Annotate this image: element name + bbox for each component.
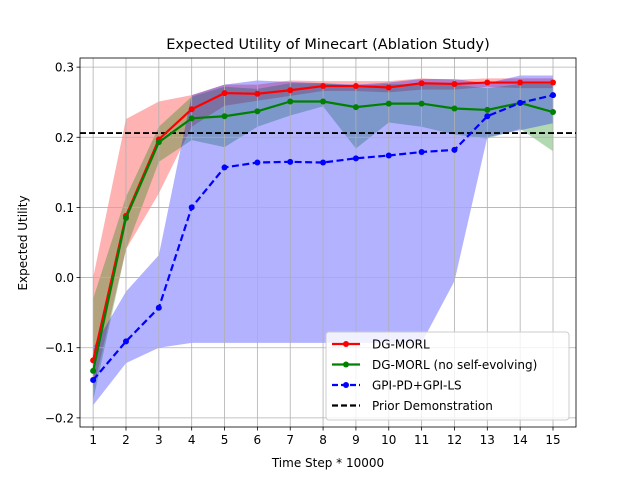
legend: DG-MORL DG-MORL (no self-evolving) GPI-PD+… bbox=[325, 331, 570, 421]
data-point bbox=[352, 104, 359, 111]
data-point bbox=[90, 376, 97, 383]
data-point bbox=[254, 90, 261, 97]
y-axis-label: Expected Utility bbox=[16, 195, 30, 290]
x-tick-label: 2 bbox=[122, 433, 130, 447]
x-tick-label: 5 bbox=[221, 433, 229, 447]
confidence-band bbox=[93, 83, 554, 401]
x-tick-label: 7 bbox=[286, 433, 294, 447]
legend-label: DG-MORL (no self-evolving) bbox=[372, 358, 537, 372]
y-tick-label: −0.1 bbox=[45, 341, 74, 355]
y-tick-label: 0.3 bbox=[55, 61, 74, 75]
legend-label: Prior Demonstration bbox=[372, 399, 493, 413]
data-point bbox=[287, 158, 294, 165]
series-lines bbox=[90, 79, 557, 383]
x-tick-label: 13 bbox=[480, 433, 495, 447]
data-point bbox=[287, 87, 294, 94]
data-point bbox=[188, 204, 195, 211]
data-point bbox=[287, 98, 294, 105]
data-point bbox=[550, 109, 557, 116]
data-point bbox=[451, 146, 458, 153]
data-point bbox=[418, 149, 425, 156]
data-point bbox=[418, 100, 425, 107]
series-line bbox=[92, 94, 554, 381]
data-point bbox=[90, 367, 97, 374]
data-point bbox=[352, 155, 359, 162]
data-point bbox=[221, 90, 228, 97]
y-tick-label: 0.0 bbox=[55, 271, 74, 285]
x-axis-ticks: 1 2 3 4 5 6 7 8 9 10 11 12 13 14 15 bbox=[89, 427, 561, 447]
data-point bbox=[221, 164, 228, 171]
data-point bbox=[122, 214, 129, 221]
data-point bbox=[254, 159, 261, 166]
data-point bbox=[484, 106, 491, 113]
legend-entries: DG-MORL DG-MORL (no self-evolving) GPI-PD+… bbox=[332, 338, 537, 413]
plot-frame bbox=[79, 57, 577, 428]
x-tick-label: 9 bbox=[352, 433, 360, 447]
data-point bbox=[122, 338, 129, 345]
x-tick-label: 6 bbox=[254, 433, 262, 447]
x-tick-label: 4 bbox=[188, 433, 196, 447]
x-tick-label: 10 bbox=[381, 433, 396, 447]
data-point bbox=[320, 159, 327, 166]
x-tick-label: 11 bbox=[414, 433, 429, 447]
data-point bbox=[320, 98, 327, 105]
data-point bbox=[550, 79, 557, 86]
x-axis-label: Time Step * 10000 bbox=[271, 456, 384, 470]
x-tick-label: 12 bbox=[447, 433, 462, 447]
y-tick-label: 0.2 bbox=[55, 131, 74, 145]
legend-marker bbox=[343, 341, 349, 347]
data-point bbox=[451, 105, 458, 112]
data-point bbox=[484, 79, 491, 86]
data-point bbox=[221, 113, 228, 120]
legend-label: GPI-PD+GPI-LS bbox=[372, 379, 462, 393]
data-point bbox=[484, 113, 491, 120]
y-axis-ticks: −0.2 −0.1 0.0 0.1 0.2 0.3 bbox=[45, 61, 80, 425]
data-point bbox=[385, 100, 392, 107]
data-point bbox=[188, 115, 195, 122]
data-point bbox=[385, 84, 392, 91]
legend-label: DG-MORL bbox=[372, 338, 430, 352]
data-point bbox=[188, 106, 195, 113]
data-point bbox=[517, 99, 524, 106]
y-tick-label: −0.2 bbox=[45, 411, 74, 425]
legend-box bbox=[325, 331, 570, 421]
data-point bbox=[385, 152, 392, 159]
data-point bbox=[550, 92, 557, 99]
data-point bbox=[418, 80, 425, 87]
data-point bbox=[155, 304, 162, 311]
x-tick-label: 1 bbox=[89, 433, 97, 447]
y-tick-label: 0.1 bbox=[55, 201, 74, 215]
data-point bbox=[254, 108, 261, 115]
legend-marker bbox=[343, 382, 349, 388]
x-tick-label: 15 bbox=[545, 433, 560, 447]
legend-marker bbox=[343, 361, 349, 368]
data-point bbox=[451, 80, 458, 87]
data-point bbox=[517, 79, 524, 86]
data-point bbox=[352, 83, 359, 90]
x-tick-label: 14 bbox=[513, 433, 528, 447]
x-tick-label: 8 bbox=[319, 433, 327, 447]
data-point bbox=[320, 83, 327, 90]
data-point bbox=[155, 139, 162, 146]
x-tick-label: 3 bbox=[155, 433, 163, 447]
chart-title: Expected Utility of Minecart (Ablation S… bbox=[166, 37, 489, 53]
